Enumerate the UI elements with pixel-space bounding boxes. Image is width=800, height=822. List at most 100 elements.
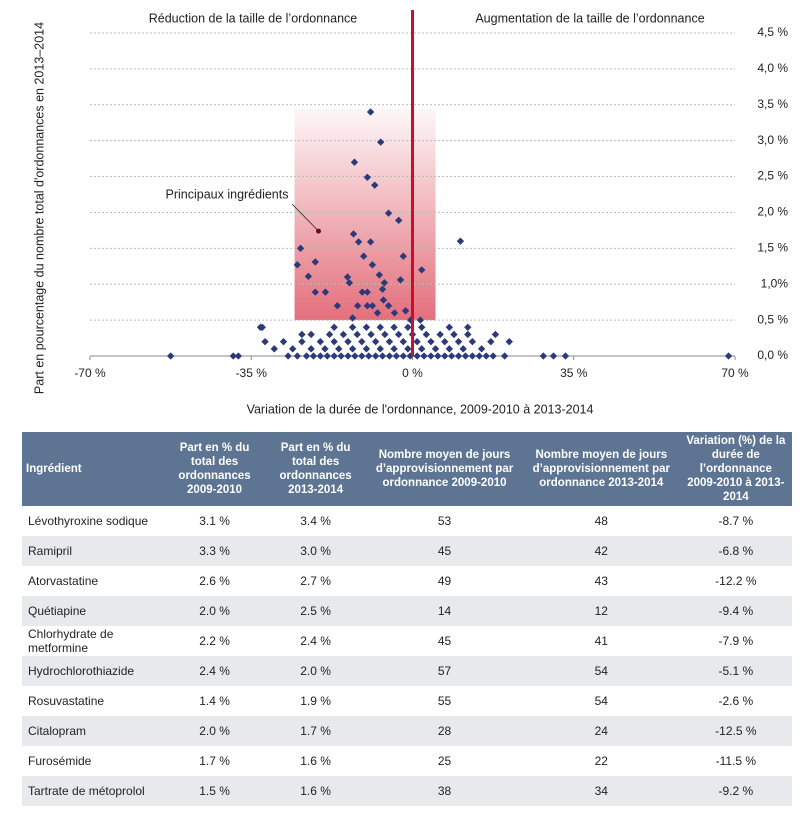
point xyxy=(333,302,342,310)
header-cell: Nombre moyen de jours d’approvisionnemen… xyxy=(366,432,523,506)
table-cell: 28 xyxy=(366,716,523,746)
point xyxy=(376,345,384,353)
point xyxy=(450,330,458,339)
table-cell: -5.1 % xyxy=(679,656,792,686)
point xyxy=(489,352,497,360)
point xyxy=(384,302,393,310)
point xyxy=(399,337,407,346)
table-cell: 24 xyxy=(522,716,680,746)
point xyxy=(395,330,403,339)
point xyxy=(459,345,467,353)
header-cell: Nombre moyen de jours d’approvisionnemen… xyxy=(522,432,680,506)
point xyxy=(365,352,373,360)
point xyxy=(418,323,426,331)
point xyxy=(413,352,421,360)
point xyxy=(348,345,357,353)
table-row: Hydrochlorothiazide 2.4 % 2.0 % 57 54 -5.1 % xyxy=(22,656,792,686)
x-tick-label: 35 % xyxy=(560,366,588,380)
point xyxy=(353,302,362,310)
point xyxy=(468,352,477,360)
point xyxy=(464,323,472,331)
table-cell: -9.2 % xyxy=(679,776,792,806)
table-cell: Furosémide xyxy=(28,754,92,768)
table-cell: 1.6 % xyxy=(265,776,367,806)
point xyxy=(368,302,377,310)
table-cell: 57 xyxy=(366,656,523,686)
point xyxy=(445,345,454,353)
table-cell: 2.0 % xyxy=(265,656,367,686)
x-tick-label: 70 % xyxy=(721,366,749,380)
y-tick-label: 0,0 % xyxy=(757,348,788,362)
point xyxy=(427,352,435,360)
point xyxy=(385,352,394,360)
table-row: Tartrate de métoprolol 1.5 % 1.6 % 38 34 -9.2… xyxy=(22,776,792,806)
table-cell: Citalopram xyxy=(22,716,164,746)
header-cell: Part en % du total des ordonnances 2009-… xyxy=(164,432,266,506)
point xyxy=(330,337,338,346)
point xyxy=(311,258,319,266)
point xyxy=(390,309,399,317)
point xyxy=(404,323,412,331)
annotation-leader xyxy=(291,203,319,232)
table-cell: -11.5 % xyxy=(715,754,757,768)
table-row: Quétiapine 2.0 % 2.5 % 14 12 -9.4 % xyxy=(22,596,792,626)
chart: Réduction de la taille de l’ordonnance A… xyxy=(32,10,789,416)
point xyxy=(298,330,306,339)
header-cell: Part en % du total des ordonnances 2013-… xyxy=(265,432,367,506)
point xyxy=(311,288,319,296)
annotation: Principaux ingrédients xyxy=(166,187,289,201)
table-cell: 42 xyxy=(522,536,680,566)
point xyxy=(549,352,558,360)
point xyxy=(307,330,315,339)
point xyxy=(362,345,371,353)
point xyxy=(293,261,301,269)
point xyxy=(368,261,377,269)
point xyxy=(491,330,500,339)
point xyxy=(456,237,465,245)
y-tick-label: 1,0% xyxy=(761,276,789,290)
table-cell: 45 xyxy=(366,536,523,566)
point xyxy=(344,337,352,346)
header-row: Ingrédient Part en % du total des ordonna… xyxy=(22,432,792,506)
table-cell: -6.8 % xyxy=(679,536,792,566)
point xyxy=(475,352,483,360)
point xyxy=(337,352,345,360)
point xyxy=(431,345,440,353)
point xyxy=(330,323,338,331)
point xyxy=(413,337,421,346)
point xyxy=(234,352,243,360)
table-row: Citalopram 2.0 % 1.7 % 28 24 -12.5 % xyxy=(22,716,792,746)
point xyxy=(392,352,401,360)
point xyxy=(344,352,352,360)
table-cell: 2.0 % xyxy=(164,596,266,626)
table-cell: Lévothyroxine sodique xyxy=(28,514,149,528)
table-row: Atorvastatine 2.6 % 2.7 % 49 43 -12.2 % xyxy=(22,566,792,596)
right-label: Augmentation de la taille de l’ordonnanc… xyxy=(475,11,704,25)
point xyxy=(298,337,306,346)
point xyxy=(321,288,330,296)
point xyxy=(307,345,315,353)
table-cell: 41 xyxy=(594,634,608,648)
point xyxy=(461,352,470,360)
table-cell: -12.5 % xyxy=(679,716,792,746)
table-cell: 1.6 % xyxy=(300,754,331,768)
point xyxy=(390,323,398,331)
point xyxy=(284,352,292,360)
point xyxy=(321,345,329,353)
point xyxy=(366,108,375,116)
point xyxy=(323,352,331,360)
point xyxy=(345,279,354,287)
point xyxy=(505,337,513,346)
table-row: Ramipril 3.3 % 3.0 % 45 42 -6.8 % xyxy=(22,536,792,566)
table-cell: Quétiapine xyxy=(22,596,164,626)
point xyxy=(500,352,509,360)
x-tick-label: -35 % xyxy=(236,366,268,380)
table-cell: -12.2 % xyxy=(715,574,757,588)
point xyxy=(416,316,425,324)
point xyxy=(349,230,358,238)
table-cell: 1.9 % xyxy=(300,694,331,708)
point xyxy=(445,323,454,331)
point xyxy=(427,337,435,346)
table-cell: 34 xyxy=(522,776,680,806)
point xyxy=(261,337,269,346)
